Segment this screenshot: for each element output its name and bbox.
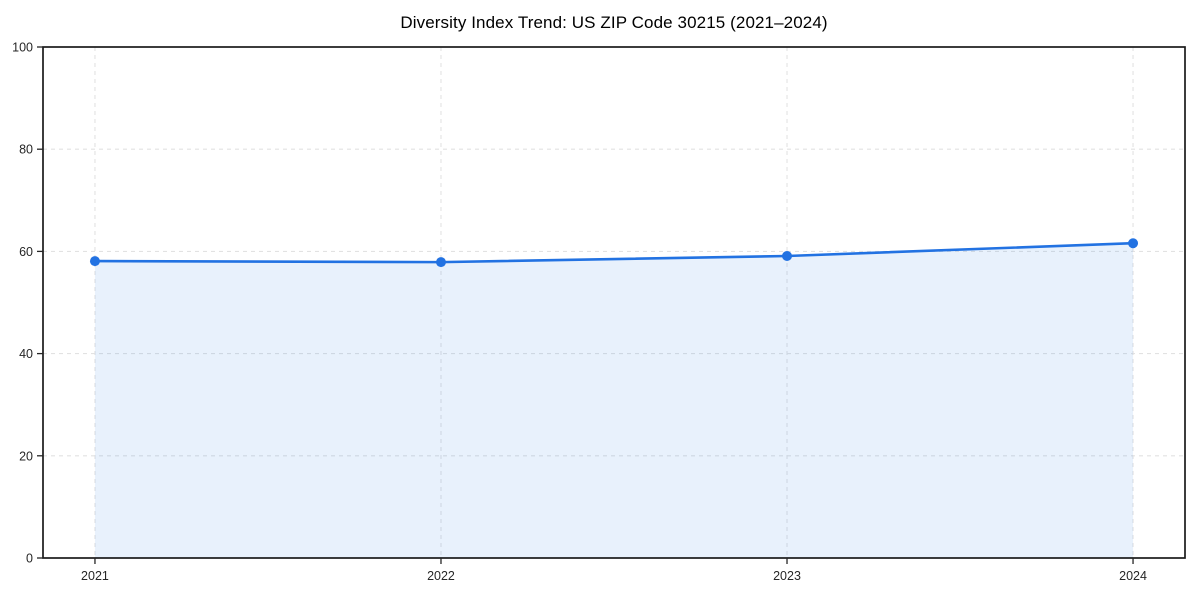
- data-point: [89, 256, 100, 267]
- chart-title: Diversity Index Trend: US ZIP Code 30215…: [400, 13, 828, 32]
- y-tick-label: 0: [26, 552, 33, 566]
- x-tick-label: 2022: [427, 569, 455, 583]
- x-tick-label: 2024: [1119, 569, 1147, 583]
- trend-line: [93, 241, 1135, 264]
- y-tick-label: 60: [19, 245, 33, 259]
- area-fill: [94, 243, 1134, 558]
- plot-border: [42, 46, 1186, 559]
- x-tick-label: 2021: [81, 569, 109, 583]
- data-point: [1128, 238, 1139, 249]
- data-point: [435, 257, 446, 268]
- y-tick-label: 100: [12, 41, 33, 55]
- y-tick-label: 40: [19, 347, 33, 361]
- data-point: [782, 250, 793, 261]
- x-tick-label: 2023: [773, 569, 801, 583]
- y-tick-label: 80: [19, 143, 33, 157]
- y-tick-label: 20: [19, 449, 33, 463]
